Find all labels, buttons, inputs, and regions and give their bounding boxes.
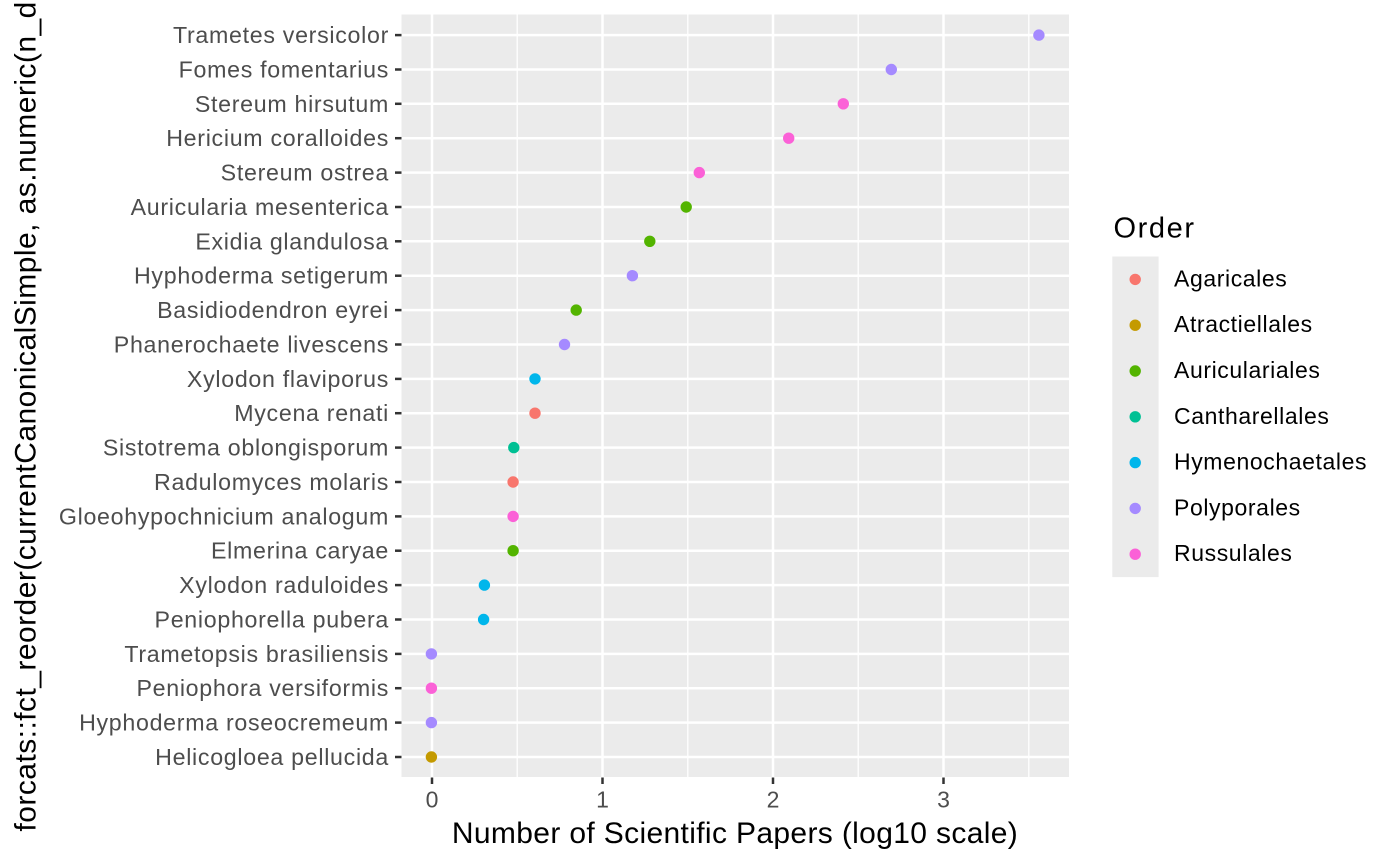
svg-text:Stereum ostrea: Stereum ostrea <box>221 160 389 186</box>
svg-text:Trametes versicolor: Trametes versicolor <box>173 22 389 48</box>
svg-text:Peniophorella pubera: Peniophorella pubera <box>155 607 389 633</box>
svg-text:Order: Order <box>1114 212 1196 244</box>
svg-text:Hyphoderma setigerum: Hyphoderma setigerum <box>134 263 389 289</box>
svg-text:Helicogloea pellucida: Helicogloea pellucida <box>155 744 389 770</box>
svg-text:Polyporales: Polyporales <box>1174 494 1301 520</box>
svg-text:Phanerochaete livescens: Phanerochaete livescens <box>114 332 389 358</box>
svg-text:Russulales: Russulales <box>1174 540 1293 566</box>
svg-text:Gloeohypochnicium analogum: Gloeohypochnicium analogum <box>59 503 389 529</box>
svg-text:Peniophora versiformis: Peniophora versiformis <box>136 675 389 701</box>
svg-text:0: 0 <box>426 787 439 813</box>
svg-text:Radulomyces molaris: Radulomyces molaris <box>154 469 389 495</box>
svg-text:Hericium coralloides: Hericium coralloides <box>166 125 389 151</box>
svg-text:forcats::fct_reorder(currentCa: forcats::fct_reorder(currentCanonicalSim… <box>10 0 43 832</box>
svg-text:Agaricales: Agaricales <box>1174 265 1287 291</box>
svg-text:1: 1 <box>596 787 609 813</box>
svg-text:Auricularia mesenterica: Auricularia mesenterica <box>131 194 389 220</box>
svg-text:Sistotrema oblongisporum: Sistotrema oblongisporum <box>103 435 389 461</box>
svg-text:Atractiellales: Atractiellales <box>1174 311 1313 337</box>
svg-text:Hymenochaetales: Hymenochaetales <box>1174 449 1367 475</box>
svg-text:Fomes fomentarius: Fomes fomentarius <box>179 57 389 83</box>
svg-text:Mycena renati: Mycena renati <box>234 400 389 426</box>
svg-text:Exidia glandulosa: Exidia glandulosa <box>195 228 389 254</box>
svg-text:2: 2 <box>767 787 780 813</box>
svg-text:Basidiodendron eyrei: Basidiodendron eyrei <box>157 297 389 323</box>
svg-text:3: 3 <box>937 787 950 813</box>
svg-text:Number of Scientific Papers (l: Number of Scientific Papers (log10 scale… <box>452 817 1018 850</box>
svg-text:Auriculariales: Auriculariales <box>1174 357 1320 383</box>
svg-text:Xylodon flaviporus: Xylodon flaviporus <box>187 366 389 392</box>
svg-text:Trametopsis brasiliensis: Trametopsis brasiliensis <box>124 641 389 667</box>
svg-text:Xylodon raduloides: Xylodon raduloides <box>179 572 389 598</box>
svg-text:Stereum hirsutum: Stereum hirsutum <box>195 91 389 117</box>
svg-text:Cantharellales: Cantharellales <box>1174 403 1329 429</box>
svg-text:Elmerina caryae: Elmerina caryae <box>211 538 389 564</box>
svg-text:Hyphoderma roseocremeum: Hyphoderma roseocremeum <box>79 710 389 736</box>
